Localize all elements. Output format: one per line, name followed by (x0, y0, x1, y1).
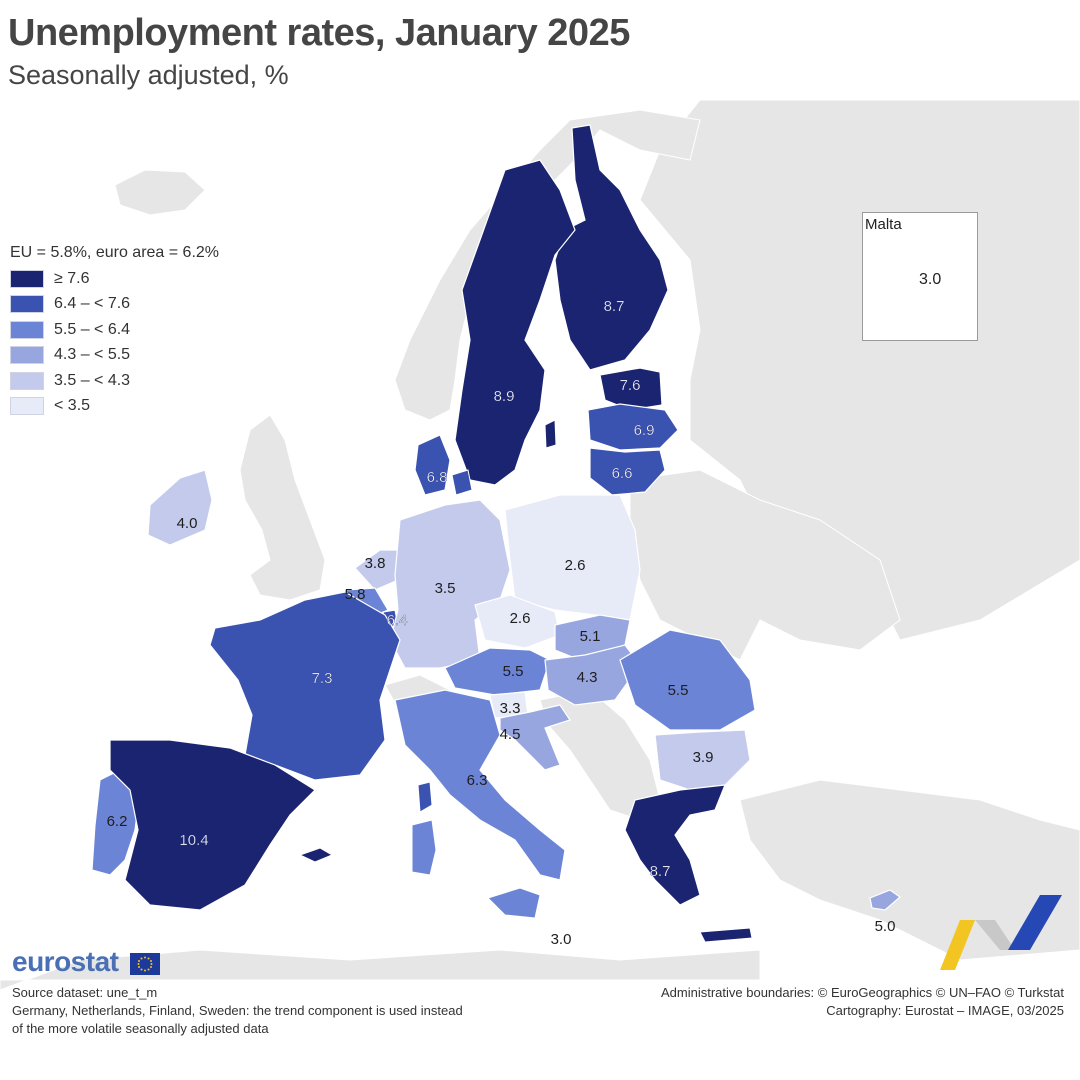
note-line-1: Germany, Netherlands, Finland, Sweden: t… (12, 1003, 463, 1018)
malta-inset: Malta 3.0 (862, 212, 978, 341)
great-britain (239, 414, 326, 601)
country-ireland (147, 469, 213, 546)
page-subtitle: Seasonally adjusted, % (8, 60, 289, 90)
eu-countries (91, 124, 959, 911)
label-hungary: 4.3 (577, 669, 598, 686)
label-slovenia: 3.3 (500, 700, 521, 717)
legend-swatch (10, 346, 44, 365)
label-estonia: 7.6 (620, 377, 641, 394)
country-germany (389, 499, 511, 669)
legend-item: 6.4 – < 7.6 (10, 292, 219, 318)
country-latvia (587, 403, 679, 451)
legend-swatch (10, 371, 44, 390)
eurostat-logo: eurostat (12, 946, 160, 978)
legend-rows: ≥ 7.6 6.4 – < 7.6 5.5 – < 6.4 4.3 – < 5.5 3.… (10, 266, 219, 419)
label-italy: 6.3 (467, 772, 488, 789)
label-germany: 3.5 (435, 580, 456, 597)
island-balearics (298, 847, 334, 863)
country-lithuania (589, 447, 666, 496)
island-sardinia (411, 819, 437, 876)
label-france: 7.3 (312, 670, 333, 687)
label-finland: 8.7 (604, 298, 625, 315)
malta-inset-title: Malta (865, 216, 902, 233)
legend-label: < 3.5 (54, 397, 91, 415)
legend-item: < 3.5 (10, 394, 219, 420)
country-estonia (599, 367, 663, 411)
legend-label: 4.3 – < 5.5 (54, 346, 131, 364)
page-title: Unemployment rates, January 2025 (8, 12, 630, 54)
legend-label: 6.4 – < 7.6 (54, 295, 131, 313)
legend-item: 4.3 – < 5.5 (10, 343, 219, 369)
label-malta: 3.0 (551, 931, 572, 948)
eu-islands (298, 419, 753, 943)
legend-item: 3.5 – < 4.3 (10, 368, 219, 394)
label-netherlands: 3.8 (365, 555, 386, 572)
note-line-2: of the more volatile seasonally adjusted… (12, 1021, 269, 1036)
legend-swatch (10, 269, 44, 288)
label-croatia: 4.5 (500, 726, 521, 743)
label-czechia: 2.6 (510, 610, 531, 627)
label-luxembourg: 6.4 (387, 612, 408, 629)
country-croatia (499, 704, 571, 771)
country-denmark (414, 434, 451, 496)
label-lithuania: 6.6 (612, 465, 633, 482)
credit-line-2: Cartography: Eurostat – IMAGE, 03/2025 (826, 1003, 1064, 1018)
iceland (114, 169, 206, 216)
label-greece: 8.7 (650, 863, 671, 880)
label-ireland: 4.0 (177, 515, 198, 532)
legend-swatch (10, 295, 44, 314)
legend-label: 3.5 – < 4.3 (54, 371, 131, 389)
island-gotland (544, 419, 557, 449)
label-portugal: 6.2 (107, 813, 128, 830)
legend-label: 5.5 – < 6.4 (54, 320, 131, 338)
credit-line-1: Administrative boundaries: © EuroGeograp… (660, 985, 1064, 1000)
legend-heading: EU = 5.8%, euro area = 6.2% (10, 244, 220, 261)
label-slovakia: 5.1 (580, 628, 601, 645)
malta-inset-value: 3.0 (919, 271, 942, 288)
legend-swatch (10, 320, 44, 339)
eurostat-wordmark: eurostat (12, 946, 119, 977)
country-greece (624, 784, 726, 906)
island-crete (699, 927, 753, 943)
island-sicily (487, 887, 541, 919)
source-line: Source dataset: une_t_m (12, 985, 158, 1000)
belarus-ukraine (629, 469, 901, 661)
legend: EU = 5.8%, euro area = 6.2% ≥ 7.6 6.4 – <… (10, 244, 219, 419)
legend-item: ≥ 7.6 (10, 266, 219, 292)
value-labels: 8.7 8.9 7.6 6.9 6.6 6.8 4.0 3.8 5.8 6.4 … (107, 298, 896, 948)
country-france (209, 591, 401, 781)
label-spain: 10.4 (179, 832, 208, 849)
corner-chevron-graphic (940, 895, 1062, 970)
label-cyprus: 5.0 (875, 918, 896, 935)
country-romania (619, 629, 756, 731)
country-spain (109, 739, 316, 911)
country-italy (394, 689, 566, 881)
label-latvia: 6.9 (634, 422, 655, 439)
label-sweden: 8.9 (494, 388, 515, 405)
country-bulgaria (654, 729, 751, 791)
eu-flag-icon (129, 952, 160, 975)
label-bulgaria: 3.9 (693, 749, 714, 766)
label-austria: 5.5 (503, 663, 524, 680)
label-denmark: 6.8 (427, 469, 448, 486)
country-sweden (454, 159, 576, 486)
label-poland: 2.6 (565, 557, 586, 574)
country-austria (444, 647, 551, 696)
legend-item: 5.5 – < 6.4 (10, 317, 219, 343)
turkey (739, 779, 1080, 961)
legend-swatch (10, 397, 44, 416)
country-cyprus (869, 889, 901, 911)
island-corsica (417, 781, 433, 813)
island-zealand (451, 469, 473, 496)
label-belgium: 5.8 (345, 586, 366, 603)
label-romania: 5.5 (668, 682, 689, 699)
legend-label: ≥ 7.6 (54, 269, 90, 287)
